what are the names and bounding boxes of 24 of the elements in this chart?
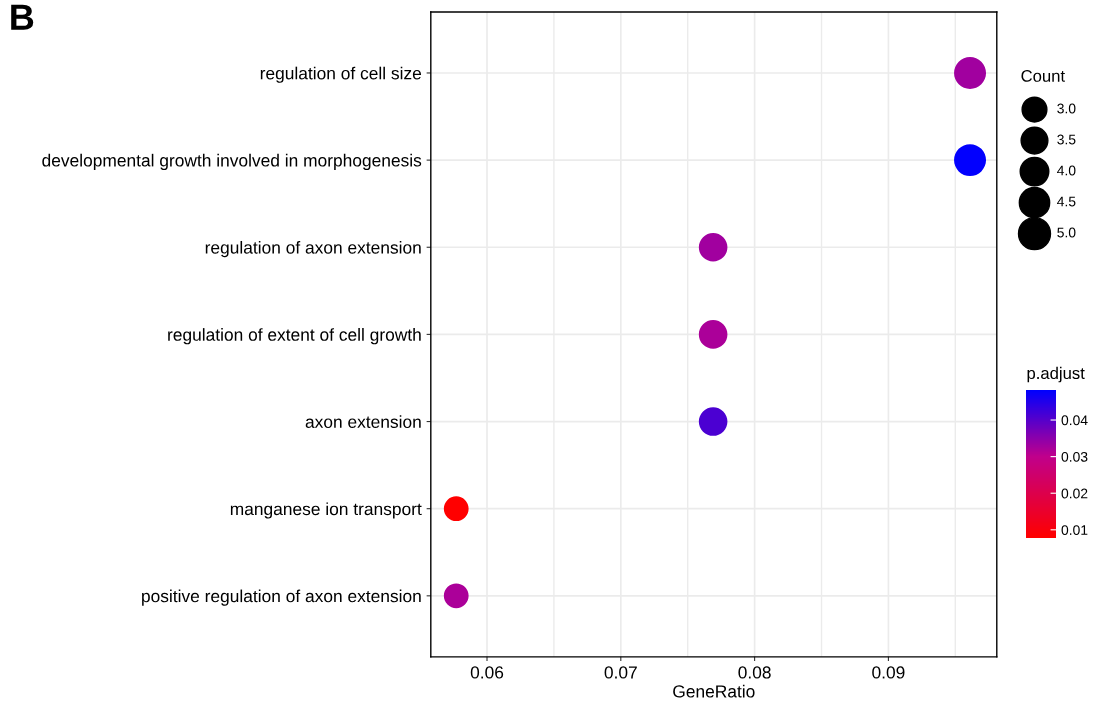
legend-label: 4.5	[1057, 196, 1076, 207]
y-tick-label: developmental growth involved in morphogenesis	[42, 153, 422, 171]
text: B	[11, 4, 34, 30]
y-tick-label: regulation of cell size	[260, 66, 422, 83]
color-bar-label: 0.03	[1061, 451, 1088, 462]
legend-label: 3.0	[1057, 103, 1076, 114]
x-tick-label: 0.06	[470, 666, 504, 679]
x-tick-label: 0.09	[872, 666, 905, 679]
legend-label: 3.5	[1057, 134, 1076, 145]
color-bar-title: p.adjust	[1027, 366, 1085, 383]
color-bar-label: 0.04	[1061, 415, 1088, 426]
x-tick-label: 0.08	[738, 666, 771, 679]
x-tick-label: 0.07	[604, 666, 637, 679]
legend-label: 5.0	[1057, 227, 1076, 238]
y-tick-label: axon extension	[305, 415, 421, 429]
y-tick-label: positive regulation of axon extension	[142, 589, 421, 606]
color-bar-label: 0.02	[1061, 488, 1088, 499]
y-tick-label: regulation of extent of cell growth	[168, 328, 421, 345]
legend-title: Count	[1021, 70, 1065, 82]
x-axis-title: GeneRatio	[673, 684, 755, 698]
y-tick-label: regulation of axon extension	[205, 240, 421, 258]
color-bar-label: 0.01	[1061, 525, 1088, 535]
y-tick-label: manganese ion transport	[230, 502, 422, 519]
legend-label: 4.0	[1057, 165, 1076, 176]
